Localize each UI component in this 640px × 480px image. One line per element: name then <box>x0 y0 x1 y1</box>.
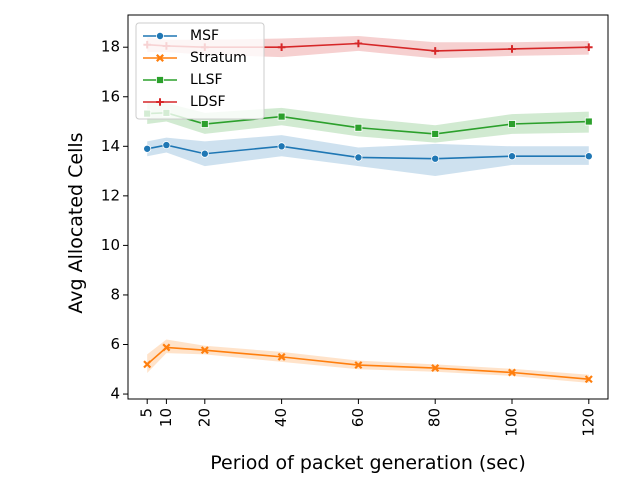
stratum-point <box>508 368 516 377</box>
legend-msf-label: MSF <box>190 28 219 44</box>
x-tick-label: 120 <box>579 408 597 437</box>
legend-llsf-label: LLSF <box>190 72 223 88</box>
msf-line <box>147 144 589 160</box>
y-axis-title: Avg Allocated Cells <box>65 132 87 313</box>
y-tick-label: 12 <box>101 186 120 204</box>
stratum-point <box>143 360 152 369</box>
legend: MSF Stratum LLSF LDSF <box>135 22 265 120</box>
y-tick-label: 6 <box>110 335 120 353</box>
x-tick-label: 20 <box>195 408 213 427</box>
x-tick-label: 100 <box>503 408 521 437</box>
x-axis: 5 10 20 40 60 80 100 120 <box>138 399 597 437</box>
y-tick-label: 14 <box>101 137 120 155</box>
x-tick-label: 80 <box>426 408 444 427</box>
y-tick-label: 8 <box>110 285 120 303</box>
stratum-confidence-band <box>147 339 589 383</box>
llsf-point <box>354 123 363 132</box>
ldsf-point <box>354 39 363 48</box>
x-tick-label: 10 <box>157 408 175 427</box>
stratum-point <box>277 352 286 361</box>
legend-stratum-marker <box>156 54 164 62</box>
msf-point <box>431 154 440 163</box>
stratum-point <box>354 361 363 370</box>
msf-point <box>507 152 516 161</box>
legend-msf-marker <box>155 32 164 41</box>
y-axis: 4 6 8 10 12 14 16 18 <box>101 38 128 403</box>
legend-ldsf-label: LDSF <box>190 94 226 110</box>
stratum-line <box>146 346 589 380</box>
msf-point <box>584 152 593 161</box>
stratum-point <box>162 343 171 352</box>
ldsf-point <box>585 43 593 52</box>
msf-confidence-band <box>147 135 589 177</box>
ldsf-point <box>508 45 516 53</box>
msf-point <box>200 149 209 158</box>
ldsf-point <box>431 47 439 55</box>
llsf-point <box>584 117 593 126</box>
msf-point <box>354 153 363 162</box>
stratum-point <box>431 364 440 373</box>
legend-stratum-label: Stratum <box>190 50 247 66</box>
msf-point <box>277 142 286 151</box>
y-tick-label: 16 <box>101 87 120 105</box>
plot-frame <box>127 14 609 400</box>
x-tick-label: 5 <box>138 408 156 418</box>
x-axis-title: Period of packet generation (sec) <box>210 452 526 474</box>
msf-point <box>143 144 152 153</box>
llsf-point <box>277 112 286 121</box>
ldsf-point <box>277 43 286 52</box>
llsf-point <box>200 120 209 128</box>
msf-point <box>162 141 171 150</box>
x-tick-label: 40 <box>272 408 290 427</box>
llsf-point <box>508 120 516 128</box>
stratum-point <box>200 346 209 355</box>
y-tick-label: 10 <box>101 236 120 254</box>
stratum-point <box>584 375 593 384</box>
y-tick-label: 18 <box>101 38 120 56</box>
llsf-point <box>431 130 440 138</box>
y-tick-label: 4 <box>110 385 120 403</box>
x-tick-label: 60 <box>349 408 367 427</box>
legend-box <box>135 22 265 120</box>
legend-llsf-marker <box>156 76 164 84</box>
legend-ldsf-marker <box>156 98 164 106</box>
